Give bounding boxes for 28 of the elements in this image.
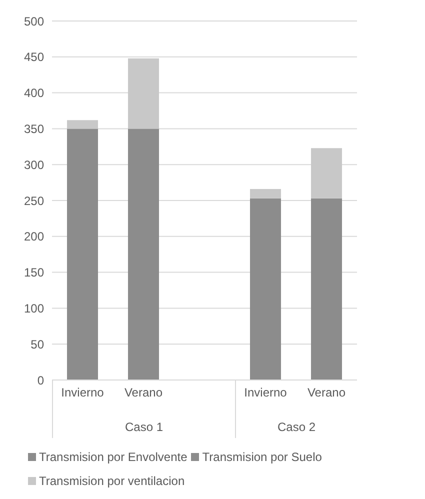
y-tick-label: 500 bbox=[24, 14, 44, 28]
y-tick-label: 450 bbox=[24, 50, 44, 64]
y-tick-label: 400 bbox=[24, 86, 44, 100]
bar bbox=[128, 128, 159, 380]
y-tick-label: 150 bbox=[24, 266, 44, 280]
bar bbox=[250, 198, 281, 380]
y-tick-label: 300 bbox=[24, 158, 44, 172]
legend-label: Transmision por ventilacion bbox=[39, 474, 185, 488]
bar bbox=[250, 189, 281, 198]
bar bbox=[311, 198, 342, 380]
x-tick-label: Verano bbox=[307, 386, 346, 400]
x-tick-label: Invierno bbox=[61, 386, 104, 400]
legend-label: Transmision por Envolvente bbox=[39, 450, 188, 464]
x-tick-label: Verano bbox=[124, 386, 163, 400]
bar bbox=[67, 120, 98, 129]
y-tick-label: 100 bbox=[24, 301, 44, 316]
legend-label: Transmision por Suelo bbox=[202, 450, 322, 464]
y-tick-label: 200 bbox=[24, 230, 44, 244]
text: Caso 2 bbox=[276, 420, 317, 434]
text: Caso 1 bbox=[124, 420, 164, 434]
x-tick-label: Invierno bbox=[244, 386, 288, 400]
bar bbox=[67, 128, 98, 380]
y-tick-label: 350 bbox=[24, 122, 44, 136]
bar bbox=[128, 58, 159, 129]
bar bbox=[311, 148, 342, 198]
y-tick-label: 0 bbox=[37, 373, 44, 388]
y-tick-label: 50 bbox=[30, 337, 44, 352]
y-tick-label: 250 bbox=[24, 194, 44, 208]
